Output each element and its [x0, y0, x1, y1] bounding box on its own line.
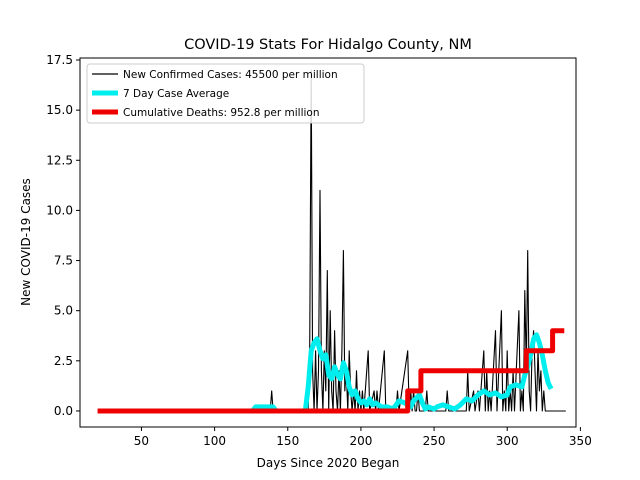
- series-line-cumulative-deaths: [97, 328, 565, 414]
- legend-box: [86, 63, 365, 124]
- y-tick-label: 5.0: [54, 304, 73, 318]
- x-tick-label: 150: [276, 434, 299, 448]
- y-tick-label: 17.5: [46, 53, 73, 67]
- legend-label-7-day-average: 7 Day Case Average: [123, 88, 229, 100]
- y-tick-label: 10.0: [46, 203, 73, 217]
- y-tick-label: 12.5: [46, 153, 73, 167]
- y-axis-label: New COVID-19 Cases: [19, 178, 33, 306]
- plot-frame: [79, 57, 577, 428]
- x-tick-label: 250: [423, 434, 446, 448]
- y-tick-label: 0.0: [54, 404, 73, 418]
- axis-ticks: 50 100 150 200 250 300 350 0.0 2.5 5.0 7.5 10.0 12.5…: [46, 53, 592, 448]
- x-tick-label: 200: [349, 434, 372, 448]
- y-tick-label: 2.5: [54, 354, 73, 368]
- legend: New Confirmed Cases: 45500 per million 7…: [86, 63, 365, 124]
- x-tick-label: 50: [134, 434, 149, 448]
- plot-area: [97, 69, 566, 414]
- legend-label-cumulative-deaths: Cumulative Deaths: 952.8 per million: [123, 107, 320, 119]
- y-tick-label: 7.5: [54, 254, 73, 268]
- x-tick-label: 350: [569, 434, 592, 448]
- chart-title: COVID-19 Stats For Hidalgo County, NM: [184, 37, 472, 53]
- series-line-7-day-average: [250, 332, 554, 414]
- y-tick-label: 15.0: [46, 103, 73, 117]
- legend-label-new-cases: New Confirmed Cases: 45500 per million: [123, 69, 338, 81]
- x-tick-label: 100: [203, 434, 226, 448]
- x-axis-label: Days Since 2020 Began: [257, 456, 400, 470]
- x-tick-label: 300: [496, 434, 519, 448]
